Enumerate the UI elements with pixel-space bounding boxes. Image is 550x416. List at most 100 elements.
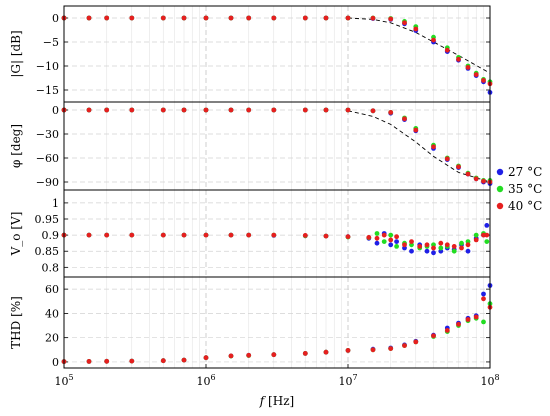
y-tick-label: 0.85 xyxy=(35,245,60,258)
y-tick-label: −30 xyxy=(36,128,59,141)
data-point xyxy=(484,232,490,238)
x-axis-label: f [Hz] xyxy=(259,394,294,408)
data-point xyxy=(203,15,209,21)
data-point xyxy=(181,357,187,363)
data-point xyxy=(465,171,471,177)
data-point xyxy=(203,232,209,238)
y-tick-label: 1 xyxy=(52,197,59,210)
data-point xyxy=(456,164,461,170)
data-point xyxy=(228,353,234,359)
data-point xyxy=(484,239,490,245)
data-point xyxy=(129,107,135,113)
data-point xyxy=(271,15,277,21)
data-point xyxy=(129,15,135,21)
data-point xyxy=(473,232,479,238)
data-point xyxy=(413,339,419,345)
data-point xyxy=(181,15,187,21)
data-point xyxy=(388,242,394,248)
data-point xyxy=(388,232,394,238)
data-point xyxy=(431,250,436,256)
data-point xyxy=(381,239,387,245)
panel-vo: 0.8 0.85 0.9 0.95 1 V_o [V] xyxy=(9,189,491,278)
series-phase-3 xyxy=(61,107,493,185)
data-point xyxy=(481,291,486,297)
x-tick-label: 106 xyxy=(196,373,215,388)
data-point xyxy=(271,107,277,113)
series-phase-1 xyxy=(61,107,493,187)
data-point xyxy=(444,156,450,162)
y-tick-label: 0 xyxy=(52,356,59,369)
data-point xyxy=(366,235,372,240)
data-point xyxy=(203,355,209,361)
series-thd-2 xyxy=(61,301,493,364)
series-gain-2 xyxy=(61,15,493,85)
data-point xyxy=(481,178,486,184)
legend-marker xyxy=(496,168,504,176)
x-tick-label: 105 xyxy=(54,373,73,388)
data-point xyxy=(86,15,92,21)
data-point xyxy=(104,15,110,21)
panel-phase: 0 −30 −60 −90 φ [deg] xyxy=(9,101,493,191)
series-thd-3 xyxy=(61,296,493,364)
legend: 27 °C 35 °C 40 °C xyxy=(496,165,542,213)
data-point xyxy=(104,107,110,113)
y-tick-label: 60 xyxy=(45,283,59,296)
data-point xyxy=(160,15,166,21)
data-point xyxy=(181,232,187,238)
panel-frame xyxy=(63,5,491,103)
reference-curve xyxy=(347,110,491,183)
y-tick-label: 0.9 xyxy=(42,229,60,242)
data-point xyxy=(431,144,436,150)
series-gain-1 xyxy=(61,15,493,95)
data-point xyxy=(465,65,471,70)
data-point xyxy=(271,232,277,238)
data-point xyxy=(181,107,187,113)
data-point xyxy=(388,346,394,351)
data-point xyxy=(160,232,166,238)
data-point xyxy=(409,248,414,254)
data-point xyxy=(424,242,430,248)
data-point xyxy=(473,237,479,243)
series-vo-3 xyxy=(61,232,490,251)
data-point xyxy=(402,116,407,122)
legend-marker xyxy=(496,202,504,210)
data-point xyxy=(246,232,252,238)
data-point xyxy=(473,176,479,182)
data-point xyxy=(370,108,376,114)
data-point xyxy=(481,319,486,325)
series-gain-3 xyxy=(61,15,493,87)
data-point xyxy=(374,240,380,246)
series-thd-1 xyxy=(61,283,493,364)
data-point xyxy=(271,352,277,358)
data-point xyxy=(438,240,444,246)
data-point xyxy=(246,15,252,21)
data-point xyxy=(394,244,399,249)
data-point xyxy=(417,244,423,249)
data-point xyxy=(444,328,450,333)
data-point xyxy=(431,245,436,251)
data-point xyxy=(473,314,479,320)
data-point xyxy=(86,232,92,238)
data-point xyxy=(302,107,308,113)
panel-frame xyxy=(63,276,491,369)
data-point xyxy=(374,231,380,236)
data-point xyxy=(444,242,450,248)
data-point xyxy=(456,321,461,327)
data-point xyxy=(323,107,329,113)
data-point xyxy=(402,242,407,248)
data-point xyxy=(388,110,394,115)
y-tick-label: 0.8 xyxy=(42,261,60,274)
y-axis-label: THD [%] xyxy=(9,296,23,349)
y-tick-label: −15 xyxy=(36,84,59,97)
y-tick-label: 0 xyxy=(52,12,59,25)
data-point xyxy=(451,244,457,249)
data-point xyxy=(431,333,436,339)
data-point xyxy=(302,15,308,21)
data-point xyxy=(451,248,457,254)
data-point xyxy=(129,232,135,238)
data-point xyxy=(345,15,351,21)
series-vo-1 xyxy=(61,223,490,256)
data-point xyxy=(481,232,486,238)
data-point xyxy=(345,234,351,240)
